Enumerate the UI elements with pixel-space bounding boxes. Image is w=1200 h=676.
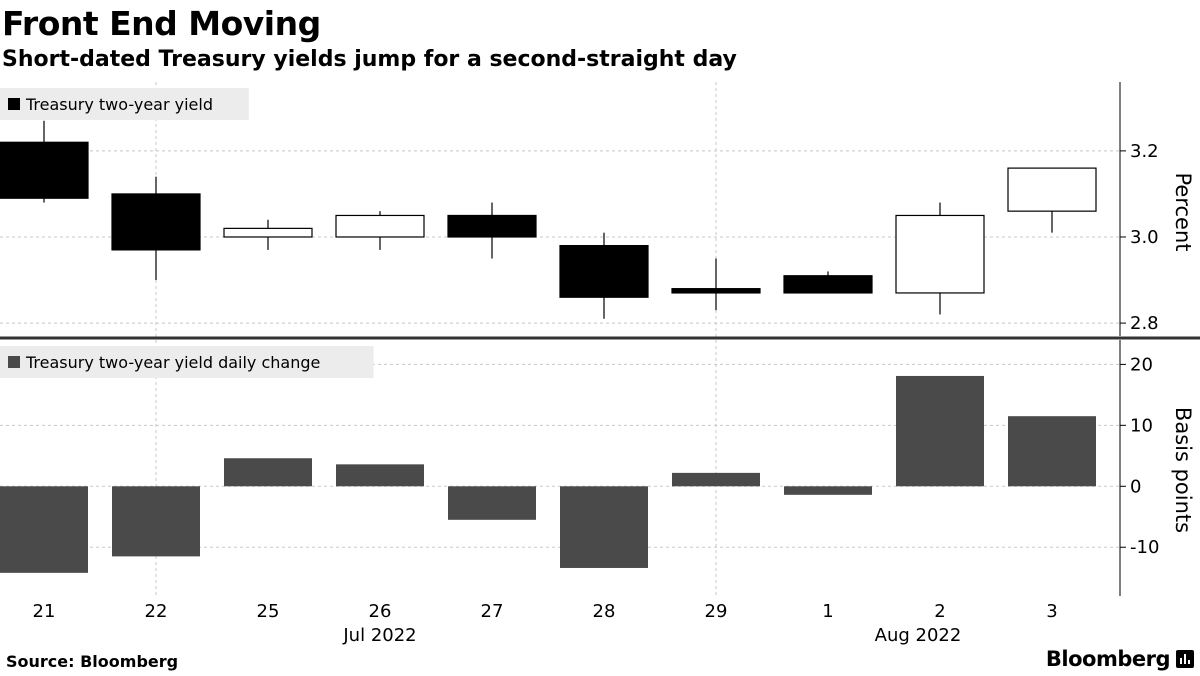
change-bar	[672, 472, 760, 487]
legend-top-label: Treasury two-year yield	[25, 95, 213, 114]
source-note: Source: Bloomberg	[6, 652, 179, 671]
xtick-label: 1	[822, 601, 833, 622]
legend-bottom-box	[0, 346, 374, 378]
chart-subtitle: Short-dated Treasury yields jump for a s…	[2, 47, 737, 72]
xtick-label: 2	[934, 601, 945, 622]
month-label-aug: Aug 2022	[875, 625, 962, 646]
xtick-label: 29	[705, 601, 728, 622]
candle-body	[111, 193, 201, 251]
chart-title: Front End Moving	[2, 4, 321, 43]
legend-bottom-swatch	[8, 356, 20, 368]
xtick-label: 21	[33, 601, 56, 622]
candle-body	[0, 141, 89, 199]
change-bar	[224, 458, 312, 487]
change-bar	[784, 486, 872, 495]
ytick-label-bottom: -10	[1130, 537, 1159, 558]
brand-logo: Bloomberg	[1045, 647, 1171, 671]
candle-body	[447, 214, 537, 238]
ytick-label-bottom: 20	[1130, 354, 1153, 375]
legend-bottom-label: Treasury two-year yield daily change	[25, 353, 320, 372]
candle-body	[783, 275, 873, 294]
xtick-label: 26	[369, 601, 392, 622]
xtick-label: 3	[1046, 601, 1057, 622]
candle-body	[559, 244, 649, 298]
xtick-label: 28	[593, 601, 616, 622]
change-bar	[112, 486, 200, 557]
change-bar	[0, 486, 88, 573]
ytick-label-top: 2.8	[1130, 313, 1159, 334]
candle-body	[335, 214, 425, 238]
y-axis-title-bottom: Basis points	[1171, 407, 1195, 533]
legend-top-swatch	[8, 98, 20, 110]
candle-body	[223, 227, 313, 238]
bloomberg-terminal-icon	[1176, 650, 1194, 668]
ytick-label-top: 3.0	[1130, 227, 1159, 248]
change-bar	[1008, 416, 1096, 487]
xtick-label: 22	[145, 601, 168, 622]
xtick-label: 25	[257, 601, 280, 622]
change-bar	[336, 464, 424, 487]
legend-top-box	[0, 88, 249, 120]
change-bar	[448, 486, 536, 520]
xtick-label: 27	[481, 601, 504, 622]
month-label-jul: Jul 2022	[342, 625, 416, 646]
candle-body	[1007, 167, 1097, 212]
change-bar	[560, 486, 648, 568]
ytick-label-top: 3.2	[1130, 141, 1159, 162]
ytick-label-bottom: 10	[1130, 415, 1153, 436]
change-bar	[896, 375, 984, 487]
candle-body	[671, 288, 761, 294]
candle-body	[895, 214, 985, 294]
ytick-label-bottom: 0	[1130, 476, 1141, 497]
y-axis-title-top: Percent	[1171, 172, 1195, 251]
